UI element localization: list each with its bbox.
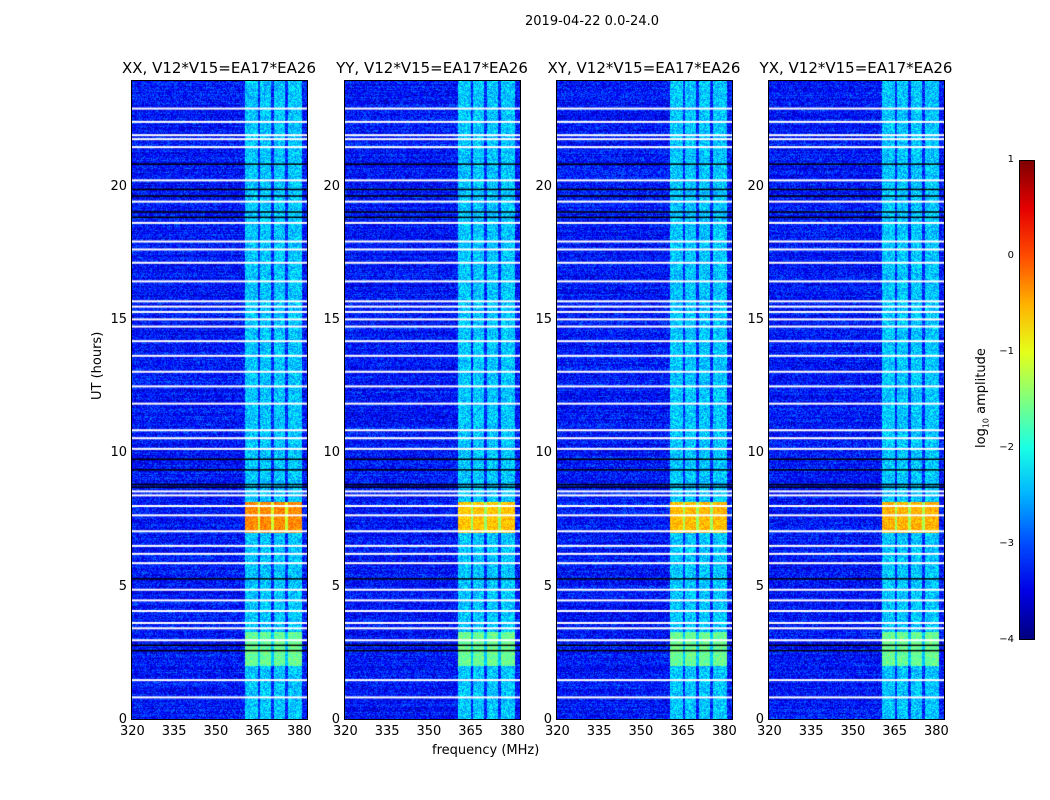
y-tick-label: 20 <box>323 178 340 194</box>
x-axis-label: frequency (MHz) <box>432 743 540 758</box>
x-tick-label: 350 <box>628 724 654 739</box>
y-tick-label: 0 <box>118 712 127 727</box>
colorbar-tick-label: 1 <box>1007 154 1014 165</box>
x-tick-label: 365 <box>882 724 908 739</box>
y-tick-label: 0 <box>543 712 552 727</box>
x-tick-label: 380 <box>286 724 312 739</box>
y-tick-label: 5 <box>118 578 127 594</box>
y-tick-label: 15 <box>747 312 764 327</box>
panel-title: XX, V12*V15=EA17*EA26 <box>121 59 316 77</box>
y-tick-label: 15 <box>323 312 340 327</box>
y-tick-label: 5 <box>543 578 552 594</box>
x-tick-label: 365 <box>245 724 271 739</box>
x-tick-label: 380 <box>499 724 525 739</box>
y-tick-label: 15 <box>110 312 127 327</box>
colorbar <box>1019 160 1035 640</box>
y-tick-label: 0 <box>755 712 764 727</box>
y-tick-label: 10 <box>323 445 340 461</box>
colorbar-tick-label: −2 <box>999 442 1014 453</box>
waterfall-panel-0 <box>131 80 308 720</box>
colorbar-tick-label: −3 <box>999 538 1014 549</box>
heatmap-canvas <box>557 81 732 719</box>
x-tick-label: 350 <box>840 724 866 739</box>
y-tick-label: 10 <box>110 445 127 461</box>
colorbar-label: log10 amplitude <box>974 348 991 448</box>
heatmap-canvas <box>132 81 307 719</box>
x-tick-label: 320 <box>545 724 570 739</box>
x-tick-label: 320 <box>757 724 782 739</box>
y-tick-label: 15 <box>535 312 552 327</box>
y-tick-label: 0 <box>331 712 340 727</box>
x-tick-label: 335 <box>798 724 824 739</box>
y-tick-label: 20 <box>110 178 127 194</box>
waterfall-panel-2 <box>556 80 733 720</box>
y-tick-label: 20 <box>747 178 764 194</box>
x-tick-label: 365 <box>670 724 696 739</box>
x-tick-label: 380 <box>711 724 737 739</box>
x-tick-label: 335 <box>374 724 400 739</box>
x-tick-label: 350 <box>416 724 442 739</box>
waterfall-panel-3 <box>768 80 945 720</box>
y-tick-label: 10 <box>747 445 764 461</box>
panel-title: YY, V12*V15=EA17*EA26 <box>336 59 528 77</box>
y-tick-label: 5 <box>755 578 764 594</box>
y-tick-label: 20 <box>535 178 552 194</box>
y-tick-label: 10 <box>535 445 552 461</box>
x-tick-label: 320 <box>120 724 145 739</box>
colorbar-tick-label: −1 <box>999 346 1014 357</box>
colorbar-tick-label: −4 <box>999 634 1014 645</box>
x-tick-label: 380 <box>923 724 949 739</box>
figure-title: 2019-04-22 0.0-24.0 <box>525 14 659 29</box>
heatmap-canvas <box>769 81 944 719</box>
heatmap-canvas <box>345 81 520 719</box>
y-tick-label: 5 <box>331 578 340 594</box>
panel-title: XY, V12*V15=EA17*EA26 <box>547 59 741 77</box>
x-tick-label: 335 <box>586 724 612 739</box>
colorbar-tick-label: 0 <box>1007 250 1014 261</box>
waterfall-panel-1 <box>344 80 521 720</box>
x-tick-label: 335 <box>161 724 187 739</box>
x-tick-label: 365 <box>458 724 484 739</box>
panel-title: YX, V12*V15=EA17*EA26 <box>759 59 953 77</box>
x-tick-label: 350 <box>203 724 229 739</box>
y-axis-label: UT (hours) <box>90 331 105 400</box>
x-tick-label: 320 <box>333 724 358 739</box>
